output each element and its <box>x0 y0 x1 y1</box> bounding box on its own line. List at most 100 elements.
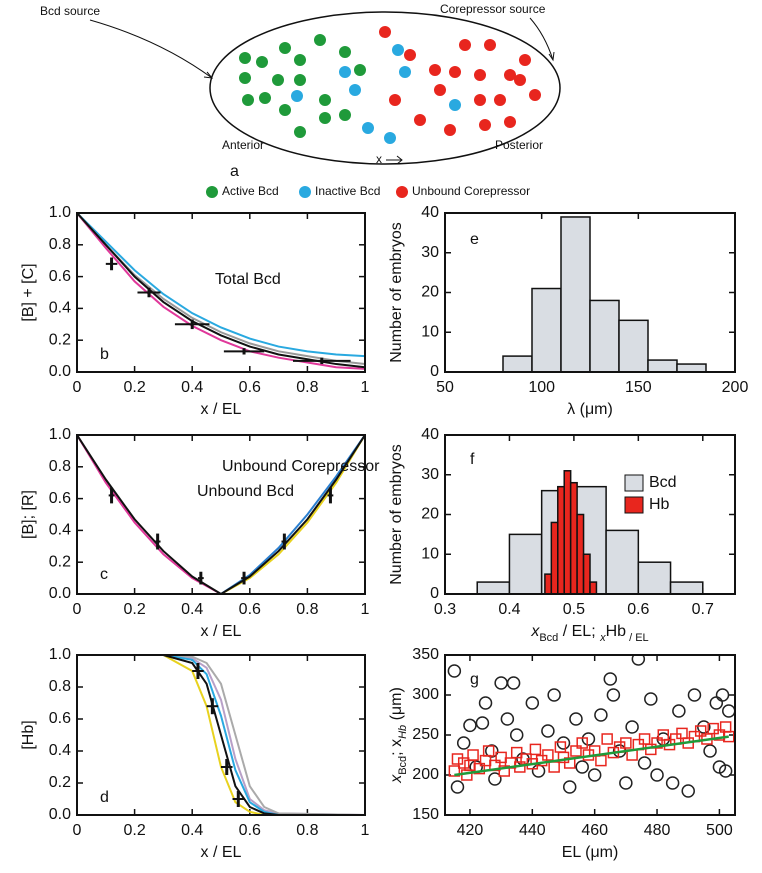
scatter-point <box>581 732 596 746</box>
particle <box>256 56 268 68</box>
x-tick-label: 0.8 <box>296 379 318 396</box>
plot-area <box>77 213 365 370</box>
histogram-bar <box>563 470 572 594</box>
particle <box>389 94 401 106</box>
diagram: Bcd source Corepressor source Anterior P… <box>40 2 561 198</box>
legend-label: Unbound Corepressor <box>412 184 530 198</box>
y-tick-label: 10 <box>421 323 439 340</box>
label-subscript: / EL <box>626 632 649 644</box>
label-part: (μm) <box>388 687 405 725</box>
y-tick-label: 40 <box>421 426 439 443</box>
particle <box>474 94 486 106</box>
x-axis-label: x / EL <box>201 401 242 418</box>
scatter-point <box>606 688 621 702</box>
particle <box>354 64 366 76</box>
y-tick-label: 0.4 <box>49 742 71 759</box>
label-part: x <box>388 774 405 784</box>
x-tick-label: 1 <box>361 822 370 839</box>
annotation: Unbound Corepressor <box>222 458 380 475</box>
scatter-point <box>631 655 646 666</box>
x-tick-label: 0.2 <box>123 601 145 618</box>
arrow-head <box>203 71 214 79</box>
particle <box>514 74 526 86</box>
y-axis-label: xBcd; xHb (μm) <box>388 687 409 784</box>
x-tick-label: 0.2 <box>123 822 145 839</box>
arrow <box>89 19 213 79</box>
scatter-point <box>709 696 724 710</box>
particle <box>449 66 461 78</box>
particle <box>239 72 251 84</box>
label-subscript: Bcd <box>539 632 558 644</box>
x-tick-label: 0 <box>73 379 82 396</box>
y-tick-label: 20 <box>421 506 439 523</box>
particle <box>392 44 404 56</box>
scatter-point <box>620 737 632 749</box>
annotation: Unbound Bcd <box>197 483 294 500</box>
x-tick-label: 440 <box>519 822 546 839</box>
plot-area <box>77 655 365 815</box>
axes-frame <box>444 434 736 595</box>
scatter-point <box>569 712 583 726</box>
x-tick-label: 0.2 <box>123 379 145 396</box>
line <box>77 655 365 815</box>
particle <box>239 52 251 64</box>
y-tick-label: 0 <box>430 363 439 380</box>
particle <box>272 74 284 86</box>
plot-area <box>77 435 365 594</box>
scatter-point <box>687 688 702 702</box>
y-tick-label: 0.0 <box>49 363 71 380</box>
particle <box>319 94 331 106</box>
particle <box>242 94 254 106</box>
y-tick-label: 1.0 <box>49 204 71 221</box>
annotation: Total Bcd <box>215 271 281 288</box>
scatter-point <box>447 664 462 678</box>
x-tick-label: 0.6 <box>239 601 261 618</box>
x-tick-label: 0.4 <box>181 601 203 618</box>
scatter-point <box>703 744 717 758</box>
plot-area <box>476 470 704 594</box>
legend-label: Bcd <box>649 474 677 491</box>
histogram-bar <box>476 581 511 594</box>
histogram-bar <box>618 319 649 372</box>
y-tick-label: 40 <box>421 204 439 221</box>
label-subscript: Hb <box>397 725 409 739</box>
axes-frame <box>444 654 736 816</box>
histogram-bar <box>531 287 562 372</box>
legend-swatch <box>299 186 311 198</box>
scatter-point <box>478 696 493 710</box>
source-label: Corepressor source <box>440 2 546 16</box>
y-axis-label: Number of embryos <box>388 222 405 363</box>
y-tick-label: 10 <box>421 545 439 562</box>
scatter-point <box>715 688 730 702</box>
particle <box>434 84 446 96</box>
scatter-point <box>531 764 546 778</box>
scatter-point <box>697 720 711 734</box>
scatter-point <box>494 676 508 690</box>
y-tick-label: 0.2 <box>49 331 71 348</box>
line <box>77 213 365 370</box>
histogram-bar <box>582 553 591 594</box>
y-axis-label: [B]; [R] <box>20 490 37 539</box>
particle <box>384 132 396 144</box>
x-tick-label: 0.6 <box>239 379 261 396</box>
scatter-point <box>529 743 542 756</box>
x-tick-label: 50 <box>436 379 454 396</box>
scatter-point <box>473 762 486 775</box>
axes-frame <box>76 654 366 816</box>
scatter-point <box>547 688 561 702</box>
axes-frame <box>76 434 366 595</box>
particle <box>529 89 541 101</box>
fit-line <box>454 735 729 777</box>
particle <box>294 126 306 138</box>
scatter-point <box>509 728 524 742</box>
arrow-head <box>548 51 555 62</box>
y-tick-label: 1.0 <box>49 646 71 663</box>
y-tick-label: 0.8 <box>49 678 71 695</box>
line <box>77 435 222 594</box>
particle <box>444 124 456 136</box>
scatter-point <box>575 760 589 774</box>
histogram-bar <box>544 573 553 594</box>
legend-swatch <box>624 496 644 514</box>
scatter-point <box>485 744 499 758</box>
y-tick-label: 150 <box>412 806 439 823</box>
